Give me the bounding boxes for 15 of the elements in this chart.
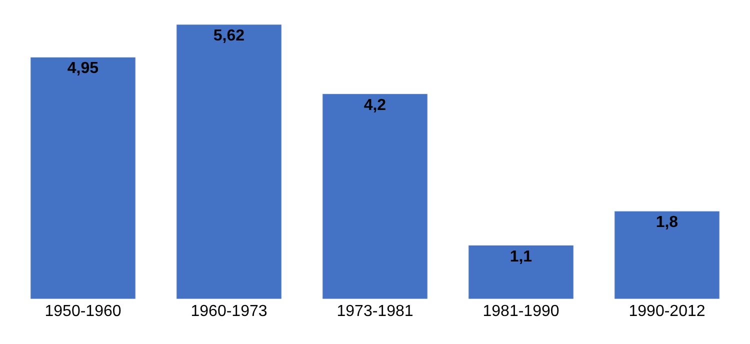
x-tick-label: 1950-1960 [44, 303, 122, 320]
bar [614, 210, 720, 299]
data-label: 1,8 [656, 214, 678, 232]
x-tick-label: 1960-1973 [190, 303, 268, 320]
x-tick-label: 1973-1981 [336, 303, 414, 320]
bar [322, 94, 428, 299]
data-label: 4,95 [67, 60, 99, 78]
bar [176, 24, 282, 299]
bar [468, 245, 574, 299]
data-label: 1,1 [510, 248, 532, 266]
x-tick-label: 1990-2012 [628, 303, 706, 320]
bar [30, 56, 136, 299]
data-label: 5,62 [213, 27, 245, 44]
x-tick-label: 1981-1990 [482, 303, 560, 320]
data-label: 4,2 [364, 96, 386, 114]
